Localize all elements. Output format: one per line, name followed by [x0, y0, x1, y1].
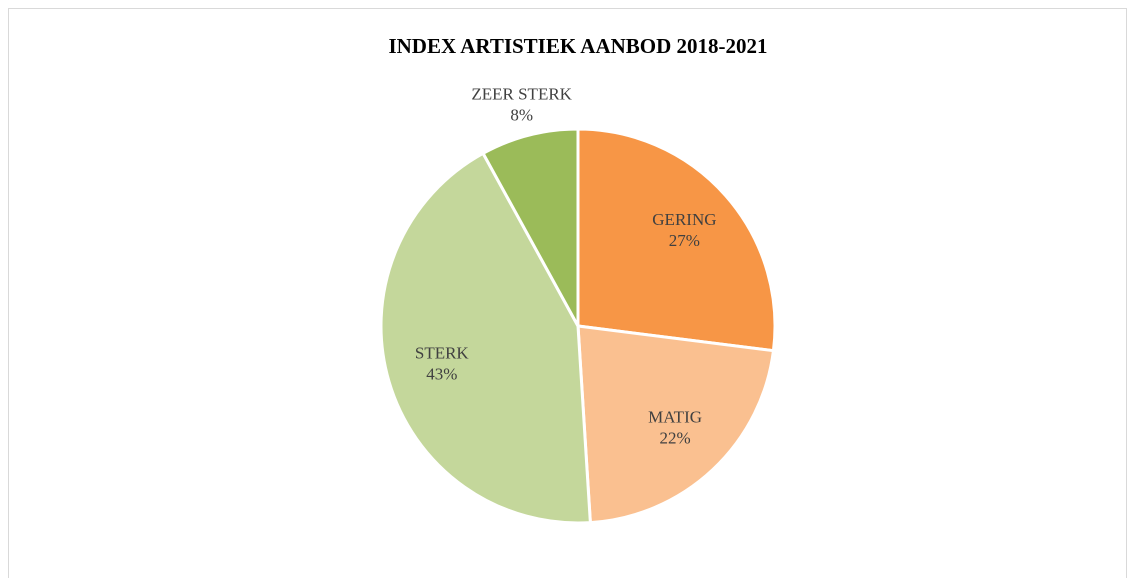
pie-slice: [481, 127, 580, 327]
data-label-value: 22%: [660, 428, 691, 447]
pie-slice: [576, 127, 777, 353]
data-label-category: MATIG: [648, 407, 702, 426]
pie-slice: [576, 324, 776, 525]
data-label-category: STERK: [415, 343, 470, 362]
data-label-value: 27%: [669, 231, 700, 250]
data-label-value: 8%: [510, 105, 533, 124]
pie-slice: [379, 151, 592, 525]
data-label-value: 43%: [426, 364, 457, 383]
chart-title: INDEX ARTISTIEK AANBOD 2018-2021: [388, 34, 767, 58]
data-label-category: ZEER STERK: [471, 84, 572, 103]
data-label-category: GERING: [652, 210, 716, 229]
